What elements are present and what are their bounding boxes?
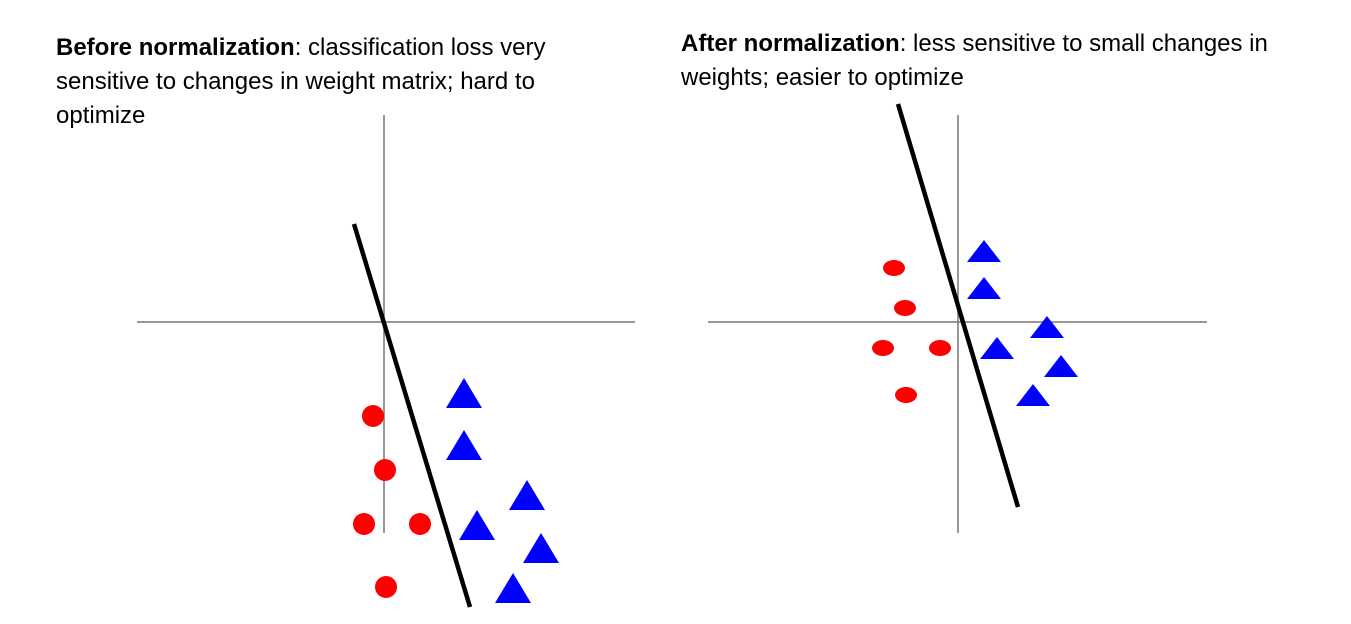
red-circle-point xyxy=(362,405,384,427)
panel-after xyxy=(708,103,1207,533)
blue-triangle-point xyxy=(509,480,545,510)
blue-triangle-point xyxy=(446,430,482,460)
red-circle-point xyxy=(895,387,917,403)
blue-triangle-point xyxy=(980,337,1014,359)
caption-after-bold: After normalization xyxy=(681,30,900,57)
red-circle-point xyxy=(883,260,905,276)
blue-triangle-point xyxy=(523,533,559,563)
decision-boundary-before xyxy=(351,223,473,608)
caption-before-normalization: Before normalization: classification los… xyxy=(56,31,616,133)
blue-triangle-point xyxy=(495,573,531,603)
blue-triangle-point xyxy=(1030,316,1064,338)
blue-triangle-point xyxy=(967,277,1001,299)
red-circle-point xyxy=(374,459,396,481)
caption-before-bold: Before normalization xyxy=(56,34,295,61)
panel-before xyxy=(137,115,635,608)
blue-triangle-point xyxy=(1016,384,1050,406)
red-circle-point xyxy=(872,340,894,356)
red-circle-point xyxy=(409,513,431,535)
blue-triangle-point xyxy=(446,378,482,408)
blue-triangle-point xyxy=(1044,355,1078,377)
decision-boundary-after xyxy=(895,103,1021,508)
red-circle-point xyxy=(353,513,375,535)
red-circle-point xyxy=(375,576,397,598)
blue-triangle-point xyxy=(967,240,1001,262)
red-circle-point xyxy=(894,300,916,316)
caption-before-text: : classification loss very sensitive to … xyxy=(56,34,546,129)
blue-triangle-point xyxy=(459,510,495,540)
caption-after-text: : less sensitive to small changes in wei… xyxy=(681,30,1268,91)
caption-after-normalization: After normalization: less sensitive to s… xyxy=(681,27,1301,95)
red-circle-point xyxy=(929,340,951,356)
